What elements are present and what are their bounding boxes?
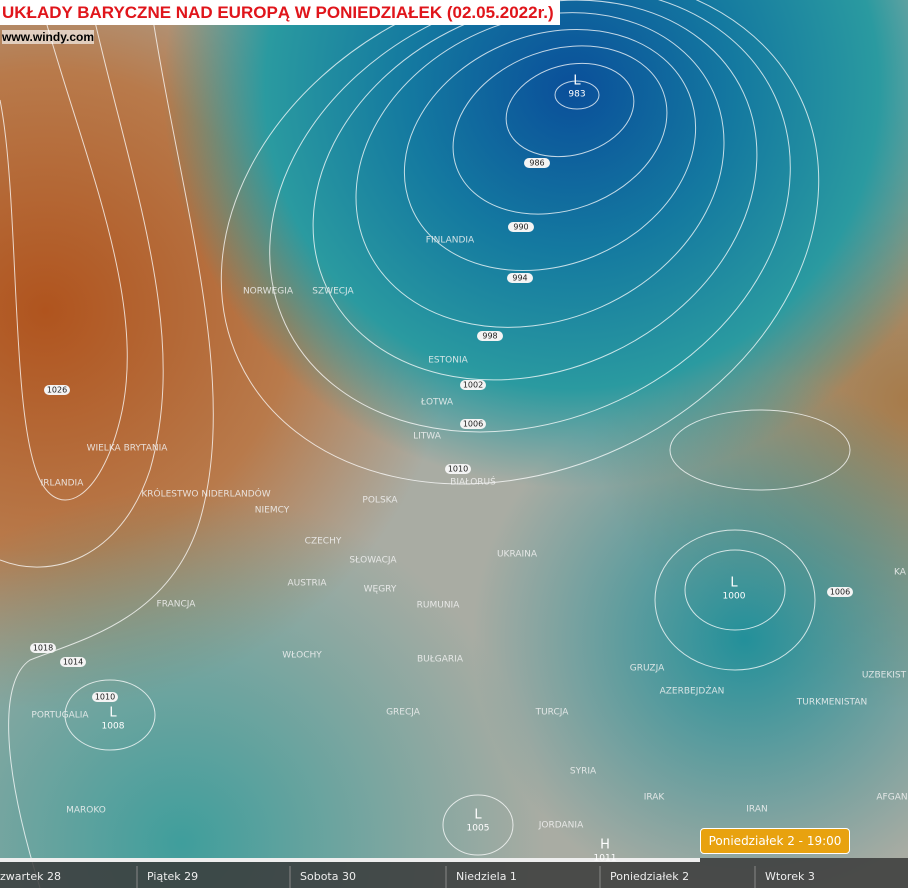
isobar-label-bg [460,419,486,429]
isobar-label: 1006 [463,420,483,429]
country-label: NIEMCY [255,506,290,516]
isobar-label: 1006 [830,588,850,597]
country-label: WŁOCHY [282,651,322,661]
pressure-center-letter: L [730,576,738,591]
pressure-center-letter: L [573,74,581,89]
country-label: SZWECJA [312,287,354,297]
isobar-label-bg [30,643,56,653]
country-label: IRAN [746,805,767,815]
pressure-center-value: 1000 [723,592,746,602]
country-label: WĘGRY [364,585,397,595]
isobar-label-bg [92,692,118,702]
isobar-label: 1010 [448,465,468,474]
country-label: FINLANDIA [426,236,475,246]
timeline-day: Niedziela 1 [456,870,517,883]
country-label: JORDANIA [538,821,584,831]
country-label: ŁOTWA [420,398,454,408]
country-label: AUSTRIA [287,579,327,589]
isobar-label: 998 [482,332,497,341]
isobar-label-bg [508,222,534,232]
timeline-day: Piątek 29 [147,870,198,883]
country-label: BUŁGARIA [417,655,464,665]
pressure-center-letter: H [600,838,610,853]
country-label: GRUZJA [630,664,665,674]
pressure-center-letter: L [474,808,482,823]
time-badge[interactable]: Poniedziałek 2 - 19:00 [700,828,850,854]
country-label: IRAK [644,793,666,803]
country-label: KA [894,568,907,578]
country-label: AZERBEJDŻAN [660,686,725,697]
isobar-label-bg [524,158,550,168]
pressure-center-value: 983 [568,90,585,100]
country-label: MAROKO [66,806,106,816]
isobar-label: 1010 [95,693,115,702]
country-label: NORWEGIA [243,287,294,297]
isobar-label: 1014 [63,658,83,667]
isobar-label-bg [827,587,853,597]
country-label: WIELKA BRYTANIA [87,444,169,454]
isobar-label-bg [477,331,503,341]
isobar-label: 986 [529,159,544,168]
country-label: SYRIA [570,767,597,777]
isobar-label-bg [445,464,471,474]
pressure-center-letter: L [109,706,117,721]
isobar-label: 1002 [463,381,483,390]
isobar-label-bg [507,273,533,283]
country-label: FRANCJA [157,600,197,610]
isobar-label: 994 [512,274,527,283]
country-label: UKRAINA [497,550,538,560]
pressure-center-value: 1011 [594,854,617,864]
country-label: LITWA [413,432,442,442]
source-url: www.windy.com [2,30,95,44]
timeline-day: Wtorek 3 [765,870,815,883]
country-label: PORTUGALIA [31,711,89,721]
country-label: TURCJA [535,708,570,718]
timeline-bar [0,858,908,888]
map-labels: FINLANDIA NORWEGIA SZWECJA ESTONIA ŁOTWA LITW… [0,74,908,888]
timeline-day: Sobota 30 [300,870,356,883]
country-label: UZBEKIST [862,671,907,681]
country-label: POLSKA [362,496,398,506]
country-label: ESTONIA [428,356,468,366]
country-label: TURKMENISTAN [796,698,867,708]
country-label: IRLANDIA [41,479,85,489]
page-title: UKŁADY BARYCZNE NAD EUROPĄ W PONIEDZIAŁE… [0,0,560,25]
timeline-progress [0,858,700,862]
timeline-day: Poniedziałek 2 [610,870,689,883]
isobar-label-bg [460,380,486,390]
isobar-label: 1018 [33,644,53,653]
country-label: KRÓLESTWO NIDERLANDÓW [141,488,270,500]
isobar-label: 990 [513,223,528,232]
isobar-label-bg [44,385,70,395]
country-label: GRECJA [386,708,421,718]
isobar-label-bg [60,657,86,667]
pressure-center-value: 1008 [102,722,125,732]
isobar-label: 1026 [47,386,67,395]
pressure-center-value: 1005 [467,824,490,834]
country-label: BIAŁORUŚ [450,476,496,488]
country-label: CZECHY [305,537,342,547]
country-label: AFGAN [876,793,907,803]
country-label: RUMUNIA [417,601,461,611]
timeline-day: zwartek 28 [0,870,61,883]
country-label: SŁOWACJA [349,556,397,566]
